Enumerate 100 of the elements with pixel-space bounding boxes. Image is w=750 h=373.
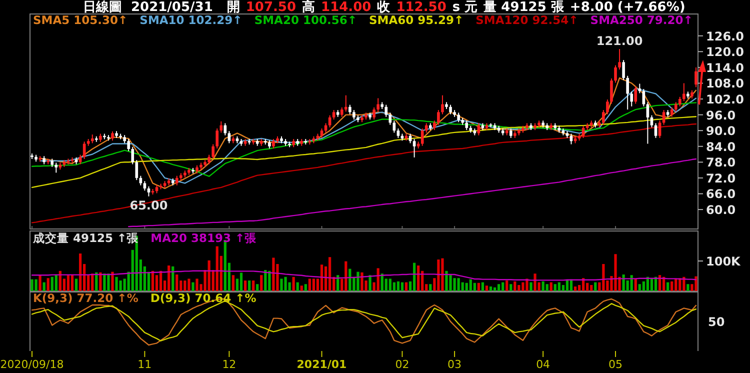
bar <box>380 274 384 291</box>
bar <box>66 275 70 291</box>
text: SMA10 102.29↑ <box>140 13 242 27</box>
bar <box>376 268 380 291</box>
chart-title: 日線圖 <box>83 0 122 15</box>
annotation: 121.00 <box>596 34 643 48</box>
annotation: 量 49125 張 <box>482 0 565 15</box>
candlestick <box>352 110 356 120</box>
bar <box>461 282 464 291</box>
bar <box>308 278 311 291</box>
bar <box>188 278 190 291</box>
bar <box>522 282 524 291</box>
bar <box>196 278 198 291</box>
bar <box>493 287 496 291</box>
y-tick-label: 78.0 <box>706 156 736 170</box>
candlestick <box>433 120 436 131</box>
candlestick <box>682 82 686 102</box>
bar <box>30 279 34 291</box>
bar <box>232 275 235 291</box>
x-tick-label: 04 <box>536 358 550 371</box>
bar <box>50 276 54 291</box>
bar <box>404 282 408 291</box>
y-tick-label: 96.0 <box>706 108 736 122</box>
y-tick-label: 114.0 <box>706 60 744 75</box>
candlestick <box>175 175 178 186</box>
candlestick <box>441 94 444 115</box>
text: SMA20 100.56↑ <box>254 13 357 27</box>
bar <box>151 270 154 291</box>
candlestick <box>638 83 642 94</box>
candlestick <box>622 60 625 81</box>
bar <box>155 275 158 291</box>
bar <box>107 274 110 291</box>
candlestick <box>642 88 646 107</box>
candlestick <box>340 106 344 118</box>
candlestick <box>212 144 215 160</box>
candlestick <box>143 180 146 192</box>
bar <box>542 281 544 291</box>
bar <box>360 272 364 291</box>
candlestick <box>220 120 223 134</box>
bar <box>74 278 78 291</box>
candlestick <box>618 48 621 70</box>
bar <box>558 282 560 291</box>
series-label: K(9,3) 77.20 ↑% <box>33 291 139 305</box>
bar <box>159 270 162 291</box>
bar <box>348 268 352 291</box>
bar <box>514 281 516 291</box>
candlestick <box>630 91 634 107</box>
candlestick <box>449 104 452 115</box>
bar <box>99 272 102 291</box>
bar <box>42 282 46 291</box>
candlestick <box>437 110 440 126</box>
bar <box>115 276 118 291</box>
bar <box>502 282 504 291</box>
y-tick-label: 72.0 <box>706 171 736 186</box>
candlestick <box>674 102 678 112</box>
candlestick <box>392 120 396 134</box>
bar <box>396 281 400 291</box>
y-tick-label: 120.0 <box>706 45 744 60</box>
annotation: 112.50 <box>396 0 446 15</box>
bar <box>46 278 50 291</box>
candlestick <box>384 104 388 118</box>
bar <box>686 284 690 291</box>
y-tick-label: 100K <box>706 254 742 268</box>
bar <box>453 278 456 291</box>
bar <box>356 272 360 291</box>
y-tick-label: 84.0 <box>706 140 736 154</box>
bar <box>465 282 468 291</box>
bar <box>429 284 432 291</box>
bar <box>469 279 472 291</box>
candlestick <box>376 98 380 112</box>
bar <box>320 264 324 291</box>
bar <box>192 282 194 291</box>
bar <box>292 276 295 291</box>
bar <box>111 272 114 291</box>
bar <box>272 258 275 291</box>
candlestick <box>147 186 150 197</box>
bar <box>184 280 186 291</box>
bar <box>240 272 243 291</box>
bar <box>400 282 404 291</box>
bar <box>38 275 42 291</box>
bar <box>457 278 460 291</box>
y-tick-label: 102.0 <box>706 92 744 106</box>
candlestick <box>626 75 629 110</box>
annotation: 開 <box>226 0 240 15</box>
candlestick <box>388 112 392 126</box>
candlestick <box>650 114 654 128</box>
candlestick <box>614 64 617 84</box>
candlestick <box>127 138 130 152</box>
candlestick <box>610 78 613 104</box>
bar <box>260 275 263 291</box>
bar <box>445 270 448 291</box>
candlestick <box>509 128 512 138</box>
bar <box>441 258 444 291</box>
bar <box>642 281 645 291</box>
candlestick <box>582 125 585 138</box>
bar <box>54 274 58 291</box>
y-tick-label: 108.0 <box>706 76 744 91</box>
candlestick <box>678 96 682 107</box>
y-tick-label: 60.0 <box>706 203 736 218</box>
candlestick <box>412 138 416 158</box>
